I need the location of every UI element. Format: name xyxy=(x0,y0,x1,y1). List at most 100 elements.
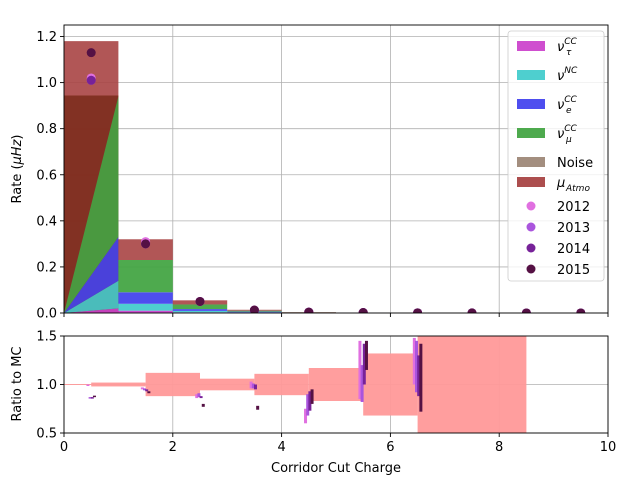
wedge-nc-bin-0 xyxy=(64,280,119,313)
y-tick-label-ratio: 1.0 xyxy=(36,378,57,393)
errorbar-2013-4 xyxy=(306,394,310,416)
errorbar-2015-2 xyxy=(201,403,205,407)
stacked-histogram xyxy=(64,41,608,313)
bar-cc-bin-1 xyxy=(118,260,173,293)
y-axis-label-ratio: Ratio to MC xyxy=(10,347,25,422)
errorbar-2015-1 xyxy=(147,391,151,394)
errorbar-2012-1 xyxy=(140,387,144,390)
legend-frame xyxy=(507,30,605,282)
ratio-band-segment-1 xyxy=(91,382,146,387)
legend-label-sub: Atmo xyxy=(565,184,590,194)
x-tick-label: 8 xyxy=(495,440,503,455)
errorbar-2014-5 xyxy=(362,343,366,385)
legend-marker-2012 xyxy=(526,201,536,211)
legend-label-noise: Noise xyxy=(557,156,593,171)
errorbar-2012-0 xyxy=(86,384,90,386)
x-axis-label: Corridor Cut Charge xyxy=(271,461,401,476)
point-2015-5 xyxy=(358,308,368,313)
y-tick-label-top: 1.0 xyxy=(36,76,57,91)
ratio-band-segment-5 xyxy=(308,368,364,401)
ratio-band xyxy=(64,336,527,433)
errorbar-2013-5 xyxy=(360,365,364,402)
y-tick-label-top: 1.2 xyxy=(36,30,57,45)
point-2015-7 xyxy=(467,308,477,313)
bar-cc-bin-1 xyxy=(118,310,173,313)
legend-label-2012: 2012 xyxy=(557,200,590,215)
point-2015-2 xyxy=(195,296,205,306)
errorbar-2014-1 xyxy=(145,389,149,392)
errorbar-2014-4 xyxy=(308,391,312,411)
legend-marker-2015 xyxy=(526,264,536,274)
ylabel-close: ) xyxy=(10,135,25,140)
ratio-errorbars xyxy=(86,337,423,424)
bar-atmo-bin-1 xyxy=(118,239,173,261)
errorbar-2015-0 xyxy=(92,395,96,398)
legend-label-base: ν xyxy=(557,98,564,113)
point-2015-9 xyxy=(576,308,586,313)
errorbar-2012-2 xyxy=(195,394,199,399)
legend-label-2015: 2015 xyxy=(557,263,590,278)
legend-label-atmo: μAtmo xyxy=(556,176,590,194)
errorbar-2013-6 xyxy=(415,340,419,393)
errorbar-2012-3 xyxy=(249,381,253,389)
legend-label-nc: νNC xyxy=(557,66,578,84)
errorbar-2012-5 xyxy=(358,340,362,400)
errorbar-2012-6 xyxy=(412,337,416,385)
legend-label-base: ν xyxy=(557,69,564,84)
y-tick-label-top: 0.0 xyxy=(36,307,57,322)
legend-label-sup: NC xyxy=(564,66,578,76)
y-tick-label-top: 0.8 xyxy=(36,122,57,137)
point-2015-0 xyxy=(86,48,96,58)
errorbar-2014-0 xyxy=(90,397,94,399)
errorbar-2015-3 xyxy=(256,405,260,410)
ylabel-text: Rate ( xyxy=(10,164,25,203)
legend-swatch-noise xyxy=(517,157,545,167)
legend-label-cc: νCC μ xyxy=(557,124,578,145)
x-tick-label: 0 xyxy=(60,440,68,455)
legend-swatch-cc xyxy=(517,41,545,51)
ratio-band-segment-6 xyxy=(363,353,418,416)
ratio-band-segment-3 xyxy=(200,378,255,391)
errorbar-2015-5 xyxy=(364,340,368,370)
legend-label-base: ν xyxy=(557,40,564,55)
legend-marker-2014 xyxy=(526,243,536,253)
legend-label-base: ν xyxy=(557,127,564,142)
point-2015-4 xyxy=(304,307,314,313)
legend-swatch-e-cc xyxy=(517,99,545,109)
bar-cc-bin-2 xyxy=(172,304,228,310)
legend-label-sub: τ xyxy=(566,48,572,58)
x-tick-label: 6 xyxy=(386,440,394,455)
legend-swatch-cc xyxy=(517,128,545,138)
errorbar-2012-4 xyxy=(304,408,308,424)
errorbar-2014-3 xyxy=(253,384,257,390)
bar-nc-bin-2 xyxy=(172,310,228,313)
wedge-cc-bin-0 xyxy=(64,308,119,313)
ratio-band-segment-2 xyxy=(145,372,200,397)
point-2015-6 xyxy=(413,308,423,313)
y-tick-label-ratio: 1.5 xyxy=(36,330,57,345)
errorbar-2013-2 xyxy=(197,393,201,398)
point-2014-0 xyxy=(86,75,96,85)
errorbar-2013-1 xyxy=(143,388,147,391)
x-tick-label: 4 xyxy=(277,440,285,455)
wedge-cc-bin-0 xyxy=(64,96,119,313)
x-tick-label: 2 xyxy=(169,440,177,455)
bar-nc-bin-1 xyxy=(118,303,173,311)
point-2015-1 xyxy=(141,239,151,249)
legend-label-cc: νCC τ xyxy=(557,37,578,58)
bar-e-cc-bin-1 xyxy=(118,292,173,304)
y-tick-label-top: 0.2 xyxy=(36,260,57,275)
legend-label-sub: e xyxy=(566,106,572,116)
y-tick-label-ratio: 0.5 xyxy=(36,427,57,442)
legend-swatch-atmo xyxy=(517,177,545,187)
ratio-band-segment-4 xyxy=(254,373,309,396)
legend-label-sup: CC xyxy=(564,124,577,134)
legend-marker-2013 xyxy=(526,222,536,232)
errorbar-2014-2 xyxy=(199,396,203,399)
bar-e-cc-bin-2 xyxy=(172,309,228,311)
ratio-axes: 0.5 1.0 1.5 0 2 4 6 8 10 xyxy=(36,330,616,456)
errorbar-2015-6 xyxy=(419,343,423,412)
